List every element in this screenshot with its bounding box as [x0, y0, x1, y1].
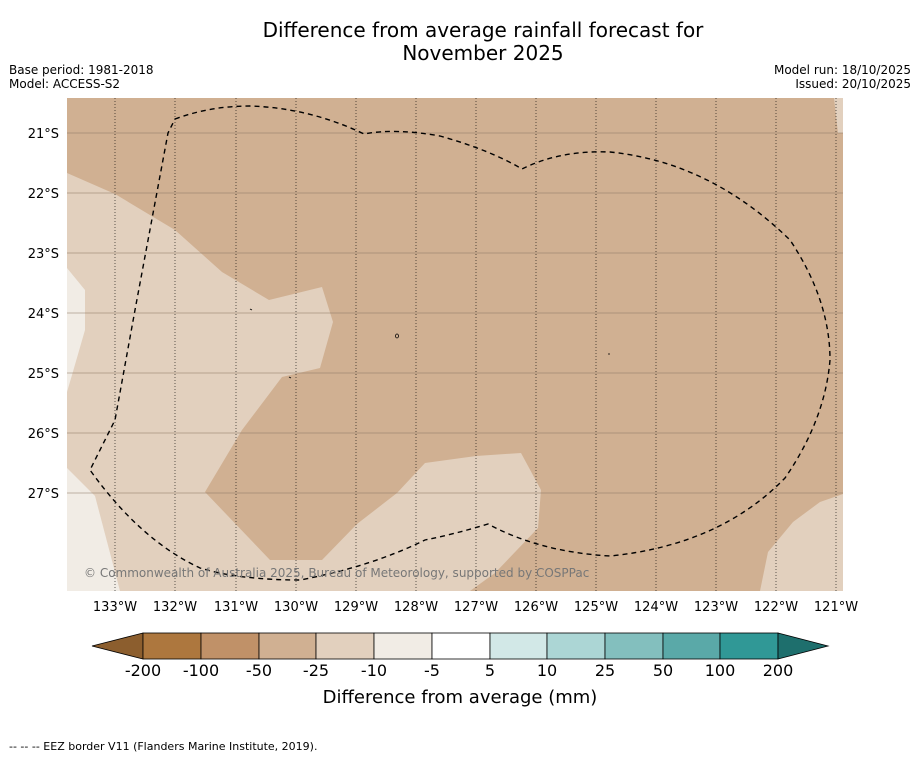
colorbar-tick-label: 50 — [653, 661, 673, 680]
lon-label: 121°W — [814, 600, 858, 615]
colorbar-tick-label: 5 — [485, 661, 495, 680]
region-minus-25-to-10-north — [834, 98, 843, 133]
colorbar-bin — [489, 632, 548, 660]
meta-left: Base period: 1981-2018 Model: ACCESS-S2 — [9, 63, 154, 91]
colorbar-bin — [258, 632, 317, 660]
colorbar-bin — [373, 632, 433, 660]
lat-label: 26°S — [28, 427, 59, 442]
lat-label: 25°S — [28, 367, 59, 382]
lat-label: 27°S — [28, 487, 59, 502]
lat-label: 22°S — [28, 187, 59, 202]
colorbar — [91, 632, 830, 660]
region-minus-25-to-10-east — [760, 494, 843, 591]
issued-date: Issued: 20/10/2025 — [795, 77, 911, 91]
region-minus-25-to-10-west — [67, 173, 541, 591]
colorbar-tick-label: -200 — [125, 661, 161, 680]
copyright-notice: © Commonwealth of Australia 2025, Bureau… — [84, 566, 590, 580]
chart-title: Difference from average rainfall forecas… — [0, 19, 919, 65]
colorbar-bin — [719, 632, 779, 660]
title-line-2: November 2025 — [402, 41, 564, 65]
map-panel — [67, 98, 843, 591]
island-markers — [249, 308, 610, 379]
colorbar-tick-label: -50 — [246, 661, 272, 680]
colorbar-tick-label: 100 — [705, 661, 736, 680]
model-name: Model: ACCESS-S2 — [9, 77, 121, 91]
lon-label: 128°W — [394, 600, 438, 615]
title-line-1: Difference from average rainfall forecas… — [262, 18, 704, 42]
colorbar-bin — [142, 632, 202, 660]
lon-label: 122°W — [754, 600, 798, 615]
meta-right: Model run: 18/10/2025 Issued: 20/10/2025 — [774, 63, 911, 91]
lon-label: 130°W — [274, 600, 318, 615]
lon-label: 129°W — [334, 600, 378, 615]
lon-label: 125°W — [574, 600, 618, 615]
lat-axis: 21°S 22°S 23°S 24°S 25°S 26°S 27°S — [28, 127, 59, 502]
colorbar-tick-label: -5 — [424, 661, 440, 680]
lon-label: 132°W — [153, 600, 197, 615]
lat-label: 21°S — [28, 127, 59, 142]
lat-label: 23°S — [28, 247, 59, 262]
lon-label: 123°W — [694, 600, 738, 615]
lon-label: 127°W — [454, 600, 498, 615]
colorbar-bin — [200, 632, 260, 660]
colorbar-label: Difference from average (mm) — [323, 687, 598, 708]
colorbar-tick-label: 200 — [763, 661, 794, 680]
lat-label: 24°S — [28, 307, 59, 322]
model-run: Model run: 18/10/2025 — [773, 63, 911, 77]
colorbar-tick-label: -25 — [303, 661, 329, 680]
lon-label: 126°W — [514, 600, 558, 615]
colorbar-bin — [315, 632, 375, 660]
colorbar-tick-label: 10 — [537, 661, 557, 680]
lon-axis: 133°W 132°W 131°W 130°W 129°W 128°W 127°… — [93, 600, 858, 615]
colorbar-bin — [431, 632, 491, 660]
grid-meridians — [114, 98, 837, 591]
grid-parallels — [67, 132, 843, 494]
lon-label: 124°W — [634, 600, 678, 615]
colorbar-extend-low — [91, 632, 144, 660]
lon-label: 131°W — [214, 600, 258, 615]
colorbar-tick-label: 25 — [595, 661, 615, 680]
colorbar-bin — [604, 632, 664, 660]
colorbar-tick-label: -100 — [183, 661, 219, 680]
colorbar-extend-high — [777, 632, 830, 660]
region-minus-10-to-5-west — [67, 268, 85, 392]
base-period: Base period: 1981-2018 — [9, 63, 154, 77]
lon-label: 133°W — [93, 600, 137, 615]
colorbar-bin — [546, 632, 606, 660]
colorbar-ticks: -200 -100 -50 -25 -10 -5 5 10 25 50 100 … — [125, 661, 793, 680]
colorbar-tick-label: -10 — [361, 661, 387, 680]
region-minus-10-to-5-southwest — [67, 468, 120, 591]
footnote: -- -- -- EEZ border V11 (Flanders Marine… — [9, 740, 318, 753]
colorbar-bin — [662, 632, 721, 660]
